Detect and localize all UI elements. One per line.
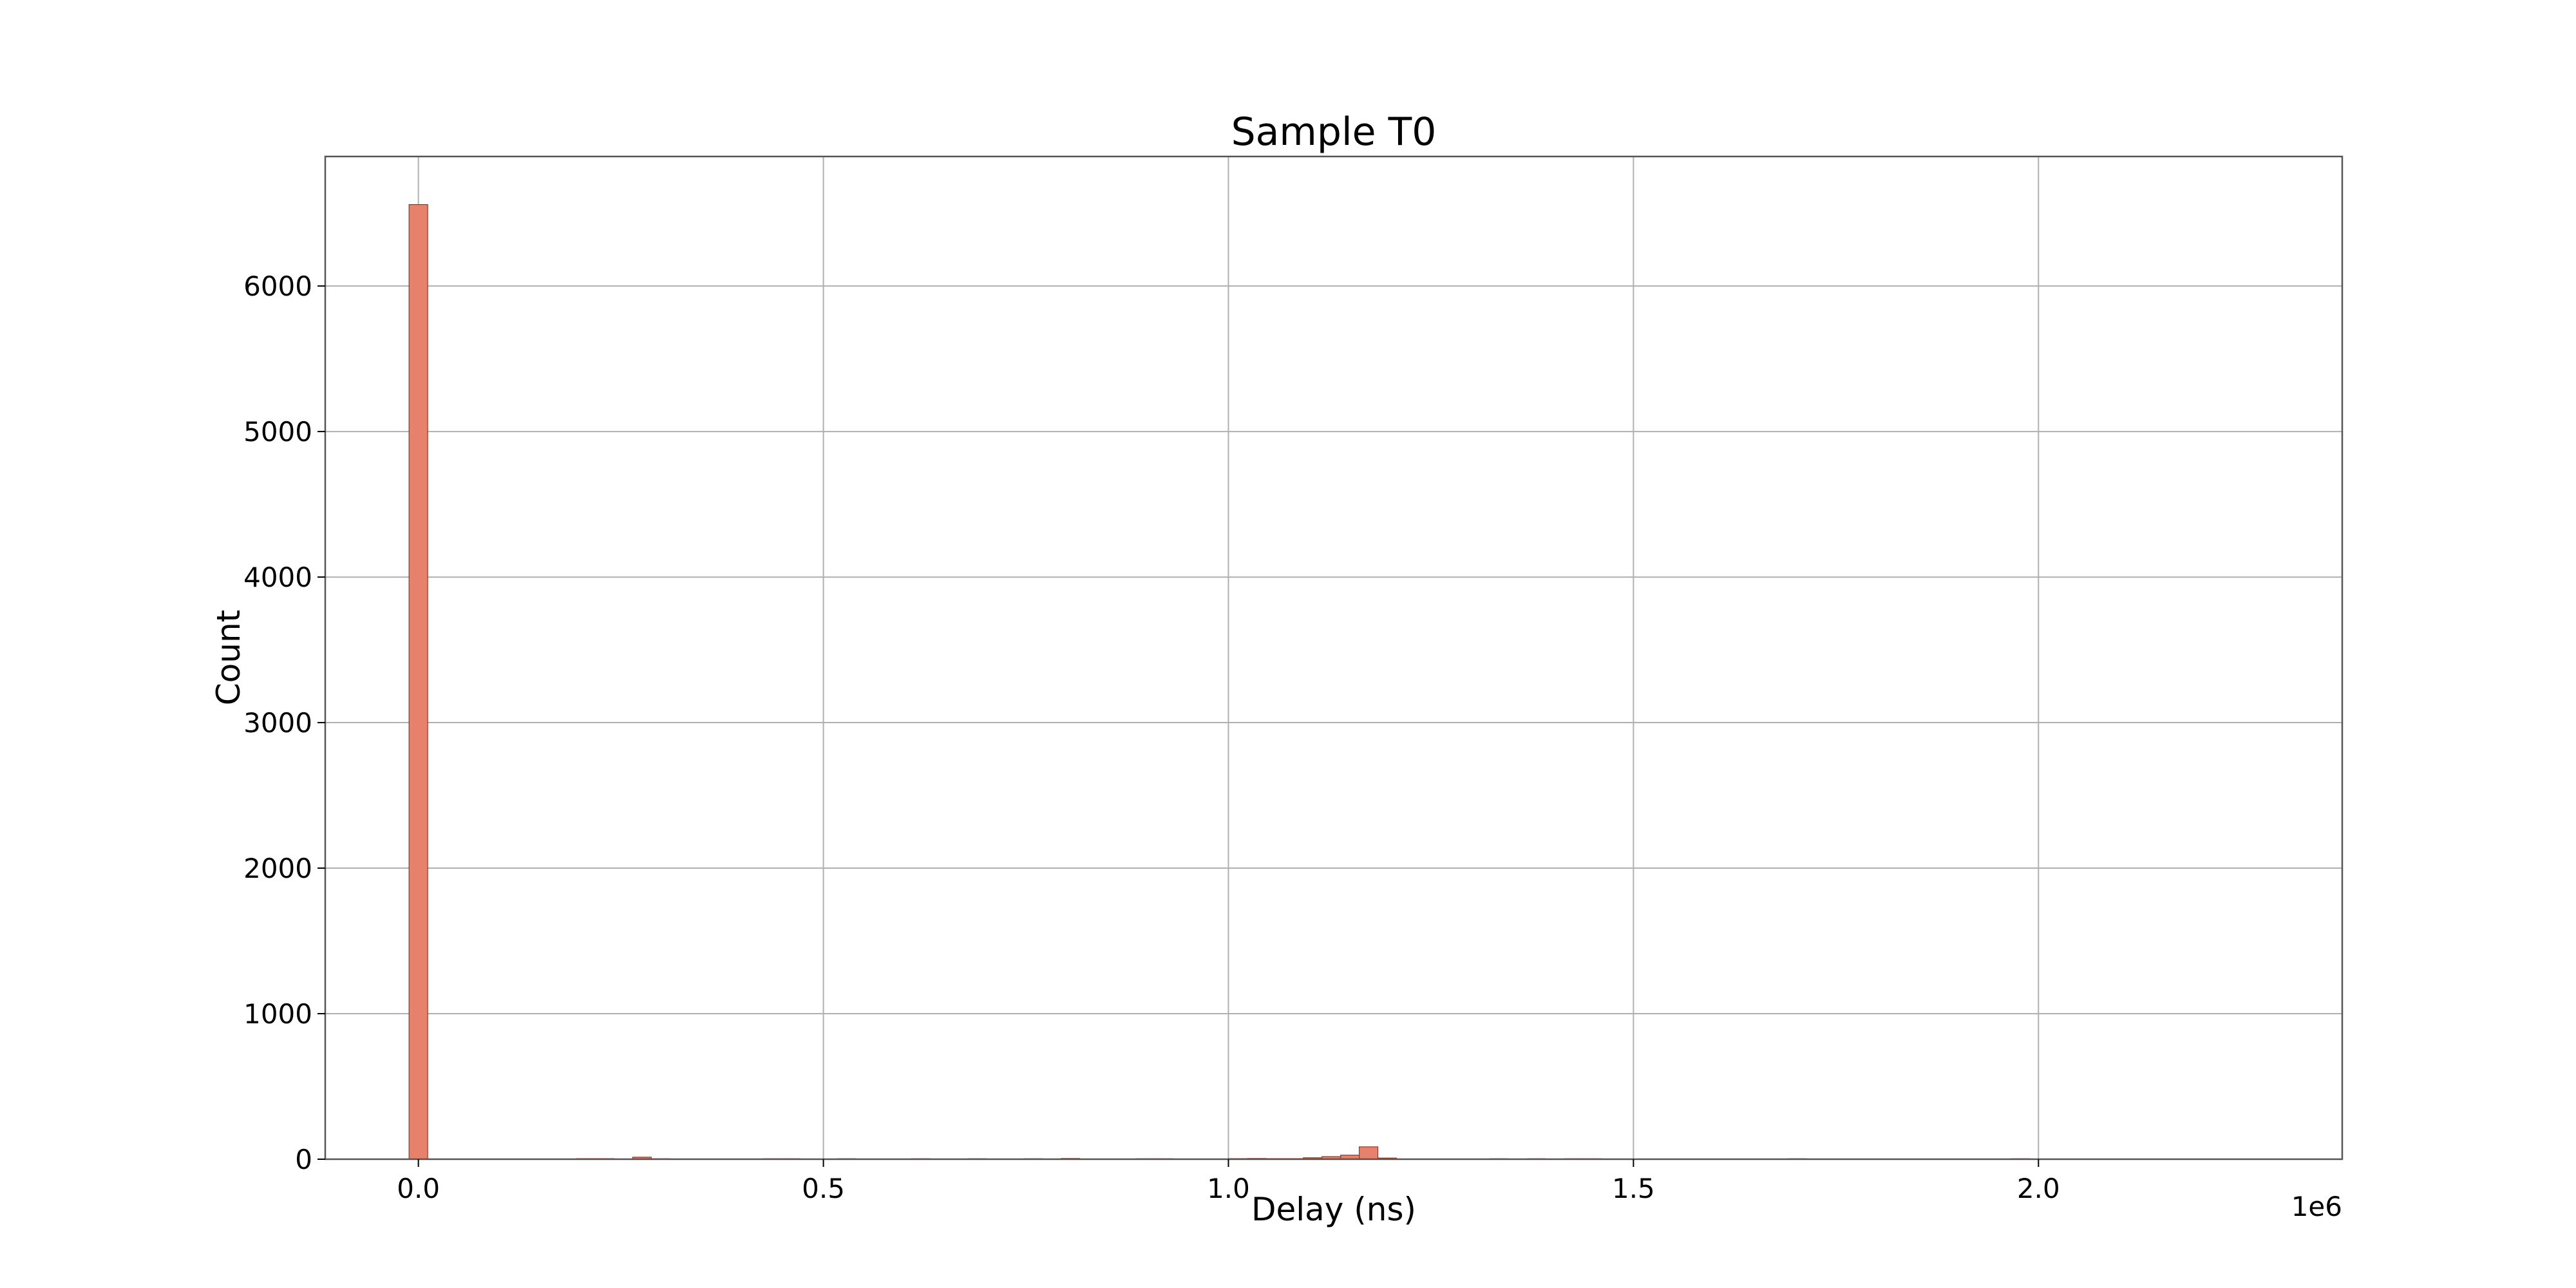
y-tick-label: 1000: [243, 998, 312, 1030]
x-tick-label: 1.5: [1612, 1173, 1655, 1204]
y-tick-label: 0: [295, 1144, 312, 1175]
histogram-bar: [408, 204, 428, 1160]
y-tick-label: 5000: [243, 416, 312, 448]
plot-frame: [324, 155, 2344, 1160]
x-axis-offset-label: 1e6: [2291, 1191, 2342, 1222]
x-tick-label: 1.0: [1207, 1173, 1250, 1204]
axis-ticks: 0.0 0.5 1.0 1.5 2.0 0 1000 2000 3000 4000 5000 6000: [243, 270, 2060, 1204]
y-tick-label: 2000: [243, 853, 312, 884]
chart-title: Sample T0: [1231, 109, 1437, 155]
x-tick-label: 0.0: [397, 1173, 440, 1204]
x-tick-label: 2.0: [2017, 1173, 2060, 1204]
y-axis-label: Count: [210, 610, 247, 706]
y-tick-label: 4000: [243, 562, 312, 593]
histogram-bar: [1359, 1146, 1379, 1160]
y-tick-label: 6000: [243, 270, 312, 302]
y-tick-label: 3000: [243, 707, 312, 739]
x-axis-label: Delay (ns): [1251, 1191, 1416, 1228]
x-tick-label: 0.5: [802, 1173, 845, 1204]
